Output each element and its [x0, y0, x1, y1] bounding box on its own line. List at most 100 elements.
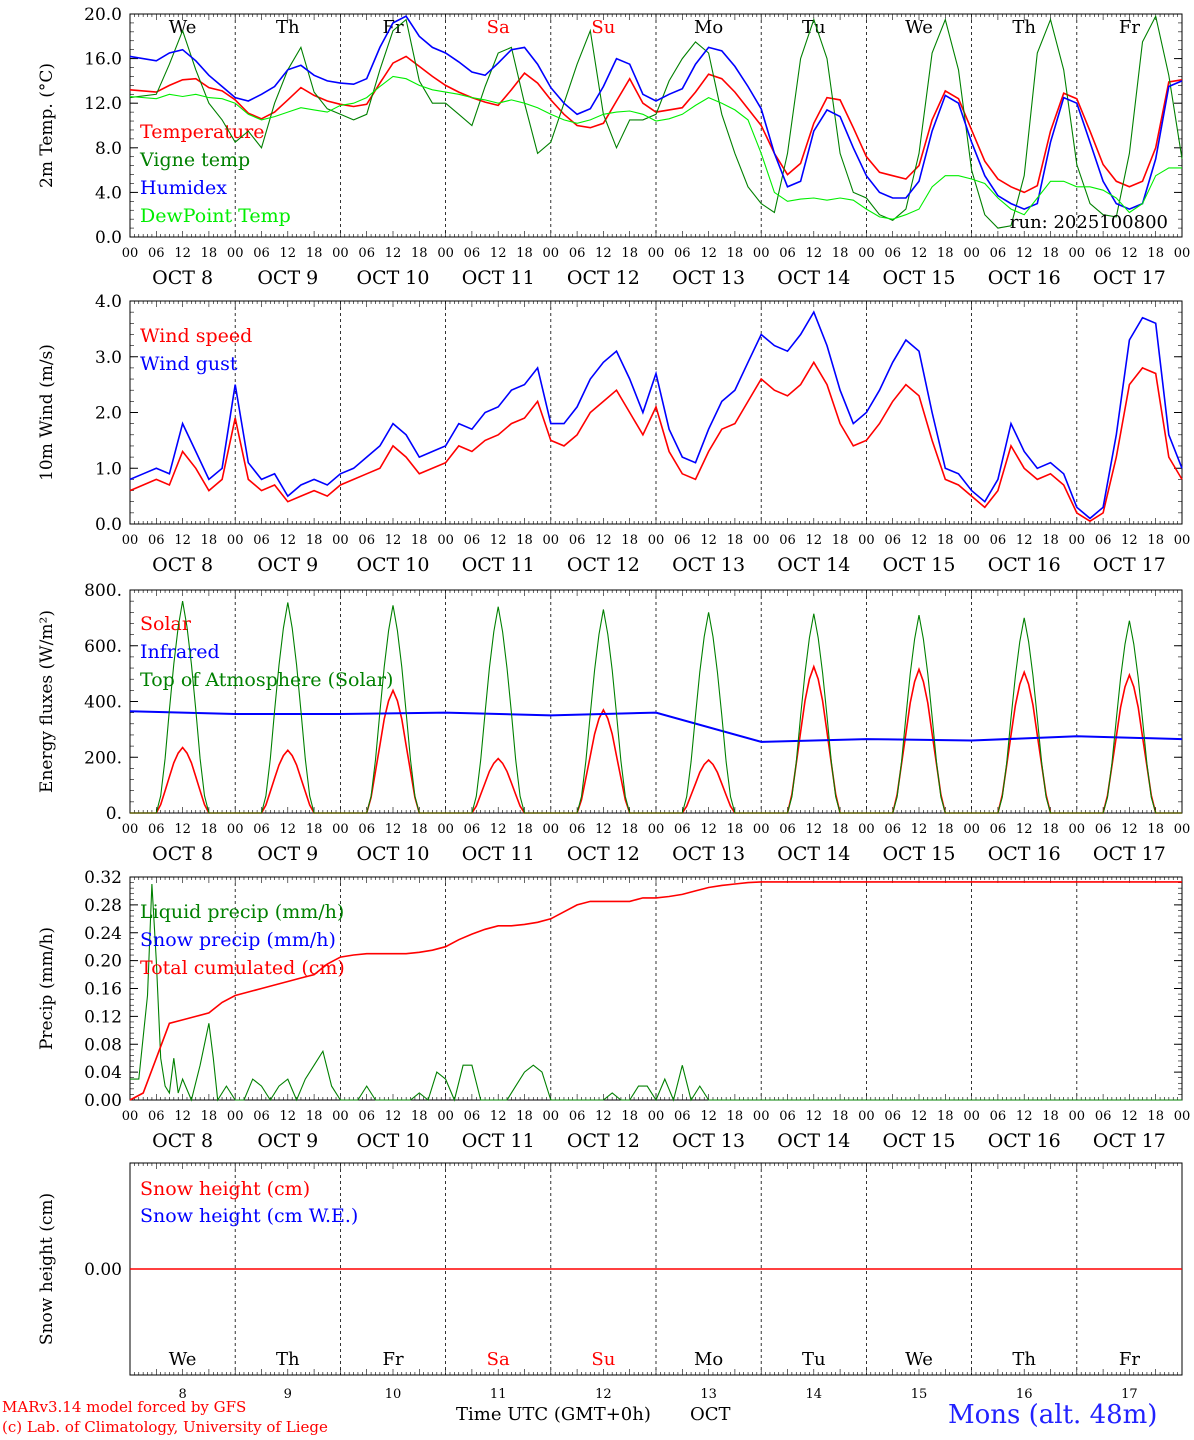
- date-label: OCT 16: [988, 1130, 1061, 1152]
- hour-tick-label: 18: [306, 533, 323, 548]
- hour-tick-label: 06: [779, 822, 796, 837]
- hour-tick-label: 00: [437, 246, 454, 261]
- hour-tick-label: 12: [700, 822, 717, 837]
- hour-tick-label: 18: [306, 822, 323, 837]
- hour-tick-label: 00: [963, 246, 980, 261]
- hour-tick-label: 12: [280, 246, 297, 261]
- hour-tick-label: 18: [1042, 1109, 1059, 1124]
- date-label: OCT 16: [988, 843, 1061, 865]
- hour-tick-label: 00: [227, 1109, 244, 1124]
- hour-tick-label: 12: [1121, 246, 1138, 261]
- hour-tick-label: 06: [569, 246, 586, 261]
- weekday-label: Th: [276, 17, 300, 38]
- series-line: [129, 310, 1183, 520]
- series-line: [129, 55, 1183, 194]
- hour-tick-label: 12: [1121, 1109, 1138, 1124]
- hour-tick-label: 18: [621, 1109, 638, 1124]
- hour-tick-label: 18: [937, 246, 954, 261]
- hour-tick-label: 00: [963, 1109, 980, 1124]
- hour-tick-label: 12: [806, 1109, 823, 1124]
- weekday-label: We: [169, 17, 197, 38]
- weekday-label: Fr: [382, 1349, 403, 1370]
- hour-tick-label: 06: [253, 533, 270, 548]
- hour-tick-label: 06: [569, 822, 586, 837]
- legend-entry: Infrared: [140, 641, 220, 663]
- hour-tick-label: 12: [1121, 533, 1138, 548]
- date-label: OCT 15: [882, 1130, 955, 1152]
- date-label: OCT 16: [988, 267, 1061, 289]
- series-line: [130, 883, 1182, 1102]
- date-label: OCT 13: [672, 267, 745, 289]
- hour-tick-label: 00: [753, 822, 770, 837]
- hour-tick-label: 00: [858, 822, 875, 837]
- hour-tick-label: 12: [595, 822, 612, 837]
- weekday-label: We: [169, 1349, 197, 1370]
- day-number-label: 12: [595, 1387, 612, 1402]
- legend-entry: Solar: [140, 613, 192, 635]
- hour-tick-label: 06: [464, 246, 481, 261]
- hour-tick-label: 06: [253, 1109, 270, 1124]
- weekday-label: Th: [276, 1349, 300, 1370]
- hour-tick-label: 12: [806, 533, 823, 548]
- hour-tick-label: 00: [543, 246, 560, 261]
- hour-tick-label: 06: [148, 822, 165, 837]
- hour-tick-label: 12: [385, 822, 402, 837]
- run-label: run: 2025100800: [1010, 212, 1168, 233]
- hour-tick-label: 12: [174, 1109, 191, 1124]
- hour-tick-label: 06: [779, 246, 796, 261]
- y-tick-label: 0.28: [84, 896, 122, 916]
- hour-tick-label: 00: [122, 246, 139, 261]
- date-label: OCT 12: [567, 843, 640, 865]
- hour-tick-label: 00: [437, 822, 454, 837]
- hour-tick-label: 06: [674, 822, 691, 837]
- y-tick-label: 8.0: [95, 139, 122, 159]
- y-axis-label: 10m Wind (m/s): [37, 344, 57, 481]
- day-number-label: 8: [178, 1387, 186, 1402]
- hour-tick-label: 06: [1095, 533, 1112, 548]
- hour-tick-label: 06: [1095, 246, 1112, 261]
- hour-tick-label: 12: [1121, 822, 1138, 837]
- weekday-label: We: [905, 1349, 933, 1370]
- series-line: [130, 601, 1182, 814]
- legend-entry: Snow precip (mm/h): [140, 929, 336, 951]
- legend-entry: Top of Atmosphere (Solar): [140, 669, 393, 691]
- y-axis-label: Precip (mm/h): [37, 927, 57, 1050]
- hour-tick-label: 00: [437, 1109, 454, 1124]
- legend-entry: Humidex: [140, 177, 227, 199]
- legend-entry: Wind speed: [140, 325, 252, 347]
- day-number-label: 11: [490, 1387, 507, 1402]
- hour-tick-label: 18: [621, 533, 638, 548]
- hour-tick-label: 12: [490, 533, 507, 548]
- hour-tick-label: 00: [1069, 822, 1086, 837]
- hour-tick-label: 12: [806, 246, 823, 261]
- hour-tick-label: 06: [1095, 822, 1112, 837]
- date-label: OCT 13: [672, 1130, 745, 1152]
- y-tick-label: 0.20: [84, 952, 122, 972]
- hour-tick-label: 12: [490, 246, 507, 261]
- hour-tick-label: 12: [174, 822, 191, 837]
- date-label: OCT 14: [777, 1130, 850, 1152]
- hour-tick-label: 12: [385, 246, 402, 261]
- y-tick-label: 3.0: [95, 348, 122, 368]
- hour-tick-label: 12: [385, 533, 402, 548]
- hour-tick-label: 00: [648, 822, 665, 837]
- legend-entry: Wind gust: [140, 353, 238, 375]
- hour-tick-label: 06: [148, 533, 165, 548]
- hour-tick-label: 00: [963, 822, 980, 837]
- hour-tick-label: 18: [516, 1109, 533, 1124]
- hour-tick-label: 18: [727, 822, 744, 837]
- y-tick-label: 12.0: [84, 94, 122, 114]
- location-label: Mons (alt. 48m): [948, 1400, 1158, 1430]
- y-tick-label: 4.0: [95, 292, 122, 312]
- series-line: [129, 15, 1183, 210]
- date-label: OCT 17: [1093, 554, 1166, 576]
- hour-tick-label: 18: [1042, 533, 1059, 548]
- hour-tick-label: 18: [201, 1109, 218, 1124]
- date-label: OCT 9: [257, 1130, 318, 1152]
- day-number-label: 10: [385, 1387, 402, 1402]
- weekday-label: Th: [1012, 1349, 1036, 1370]
- hour-tick-label: 12: [280, 822, 297, 837]
- hour-tick-label: 06: [358, 246, 375, 261]
- weekday-label: Su: [591, 1349, 615, 1370]
